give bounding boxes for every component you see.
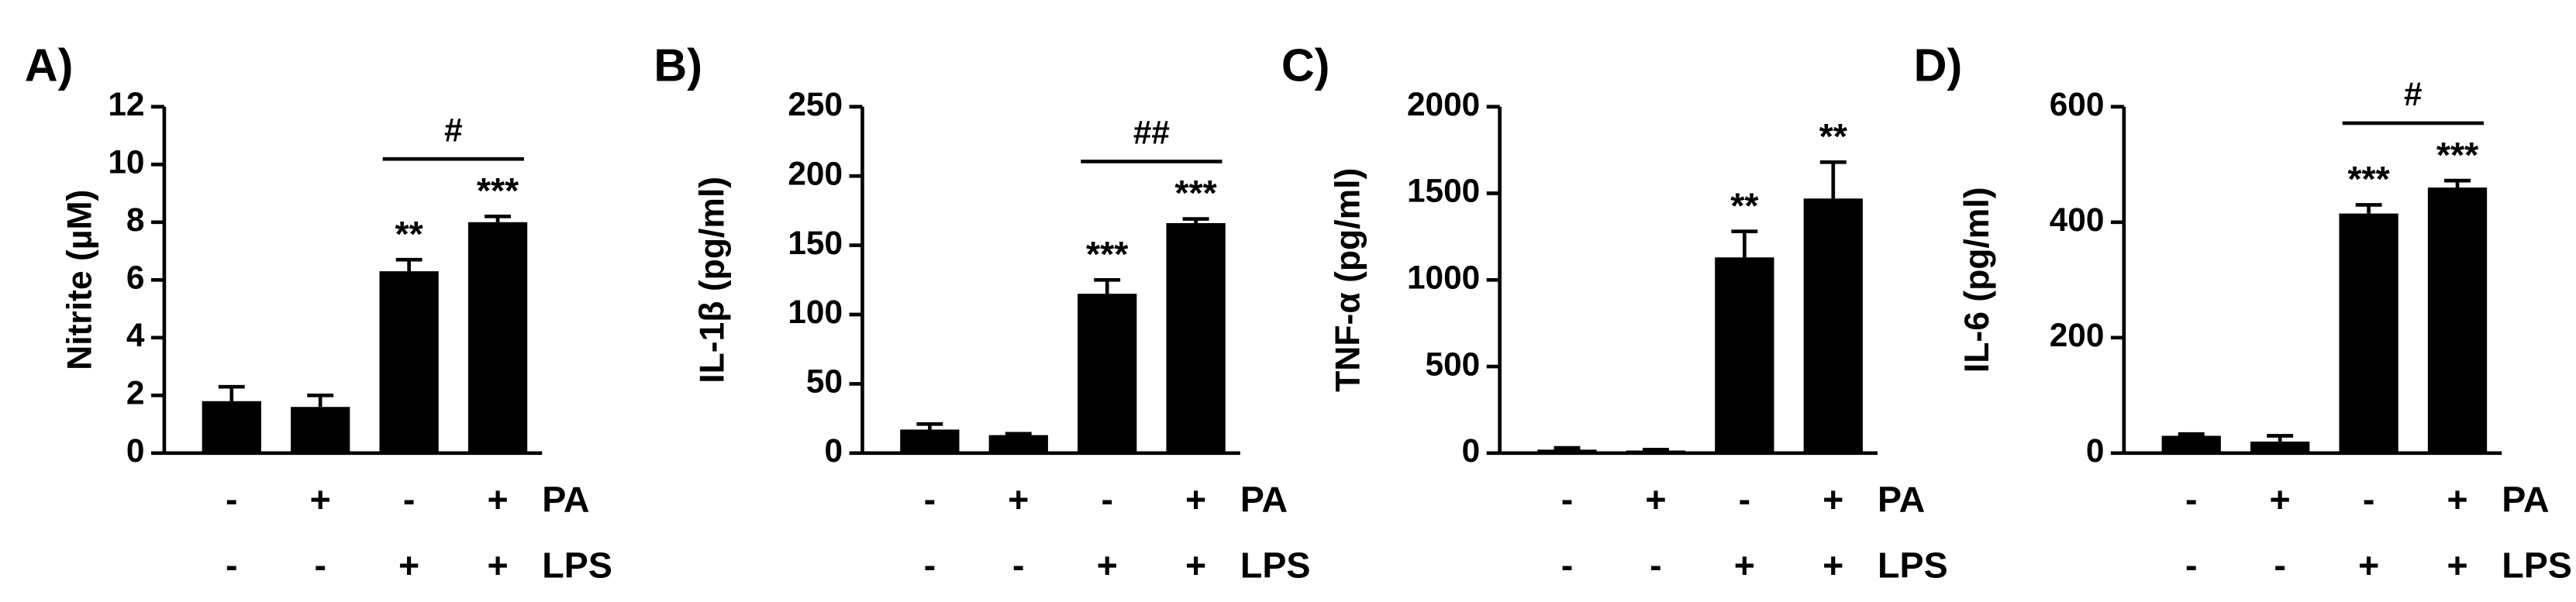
significance-label: *** [1174, 173, 1217, 213]
bar [2250, 441, 2310, 453]
treatment-sign: + [1008, 480, 1029, 520]
bar [1803, 198, 1863, 453]
treatment-sign: - [2185, 545, 2198, 585]
y-tick-label: 2 [126, 375, 145, 411]
bar [202, 401, 261, 453]
treatment-sign: + [310, 480, 331, 520]
treatment-sign: + [1185, 545, 1206, 585]
y-tick-label: 400 [2050, 201, 2105, 238]
treatment-name: PA [542, 480, 589, 520]
treatment-name: PA [2502, 480, 2549, 520]
y-tick-label: 4 [126, 317, 145, 353]
significance-label: *** [2347, 159, 2390, 199]
treatment-sign: + [1734, 545, 1755, 585]
treatment-sign: - [2274, 545, 2286, 585]
treatment-name: LPS [542, 545, 612, 585]
treatment-sign: + [1823, 480, 1843, 520]
treatment-sign: - [226, 480, 238, 520]
treatment-sign: - [2185, 480, 2198, 520]
significance-label: *** [2436, 135, 2479, 175]
comparison-label: ## [1133, 115, 1170, 151]
panel-label: C) [1281, 40, 1330, 91]
treatment-name: PA [1878, 480, 1925, 520]
significance-label: *** [477, 170, 519, 211]
treatment-sign: - [1101, 480, 1113, 520]
panel-label: A) [25, 40, 74, 91]
y-tick-label: 250 [788, 86, 843, 122]
treatment-sign: - [1739, 480, 1751, 520]
y-tick-label: 1000 [1407, 259, 1480, 295]
y-tick-label: 50 [806, 363, 843, 400]
treatment-sign: + [1185, 480, 1206, 520]
treatment-name: LPS [2502, 545, 2572, 585]
treatment-sign: - [1650, 545, 1662, 585]
bar [900, 429, 960, 453]
treatment-sign: + [2447, 545, 2467, 585]
treatment-sign: - [2363, 480, 2375, 520]
y-axis-label: Nitrite (µM) [61, 190, 99, 370]
y-tick-label: 100 [788, 294, 843, 330]
treatment-sign: - [1561, 545, 1574, 585]
bar [467, 222, 528, 453]
panel-label: B) [653, 40, 702, 91]
treatment-sign: - [226, 545, 238, 585]
y-tick-label: 0 [126, 432, 145, 469]
treatment-sign: - [1561, 480, 1574, 520]
y-tick-label: 1500 [1407, 173, 1480, 209]
treatment-name: PA [1240, 480, 1288, 520]
y-tick-label: 12 [108, 86, 144, 122]
treatment-sign: - [403, 480, 416, 520]
bar [1715, 257, 1774, 453]
treatment-sign: - [924, 480, 936, 520]
y-axis-label: IL-1β (pg/ml) [694, 177, 732, 384]
bar [988, 435, 1048, 453]
y-tick-label: 0 [2086, 432, 2105, 469]
y-axis-label: IL-6 (pg/ml) [1958, 187, 1996, 373]
y-tick-label: 8 [126, 201, 145, 238]
treatment-sign: + [487, 480, 508, 520]
treatment-sign: - [924, 545, 936, 585]
y-tick-label: 0 [1462, 432, 1481, 469]
y-tick-label: 6 [126, 259, 145, 295]
treatment-sign: + [398, 545, 419, 585]
treatment-sign: - [1012, 545, 1025, 585]
y-tick-label: 150 [788, 225, 843, 261]
y-tick-label: 0 [824, 432, 843, 469]
bar [1166, 222, 1226, 453]
bar [2427, 187, 2488, 453]
bar [1626, 450, 1686, 453]
treatment-sign: + [487, 545, 508, 585]
y-tick-label: 10 [108, 143, 144, 180]
treatment-sign: + [1823, 545, 1843, 585]
bar [1078, 294, 1137, 453]
significance-label: *** [1086, 234, 1129, 274]
significance-label: ** [1730, 185, 1759, 225]
comparison-label: # [2404, 76, 2423, 112]
treatment-sign: + [2447, 480, 2467, 520]
significance-label: ** [1819, 116, 1848, 157]
treatment-sign: + [1097, 545, 1118, 585]
treatment-sign: - [314, 545, 326, 585]
y-axis-label: TNF-α (pg/ml) [1329, 168, 1367, 392]
significance-label: ** [395, 214, 423, 254]
comparison-label: # [444, 112, 463, 148]
treatment-name: LPS [1878, 545, 1948, 585]
y-tick-label: 2000 [1407, 86, 1480, 122]
bar [291, 407, 350, 453]
bar [1537, 449, 1597, 453]
treatment-sign: + [1645, 480, 1666, 520]
panel-label: D) [1914, 40, 1963, 91]
y-tick-label: 500 [1426, 346, 1481, 382]
bar [2339, 213, 2398, 453]
bar [379, 271, 439, 453]
treatment-name: LPS [1240, 545, 1311, 585]
y-tick-label: 600 [2050, 86, 2105, 122]
treatment-sign: + [2358, 545, 2379, 585]
treatment-sign: + [2270, 480, 2291, 520]
y-tick-label: 200 [788, 155, 843, 191]
bar [2161, 435, 2221, 453]
y-tick-label: 200 [2050, 317, 2105, 353]
